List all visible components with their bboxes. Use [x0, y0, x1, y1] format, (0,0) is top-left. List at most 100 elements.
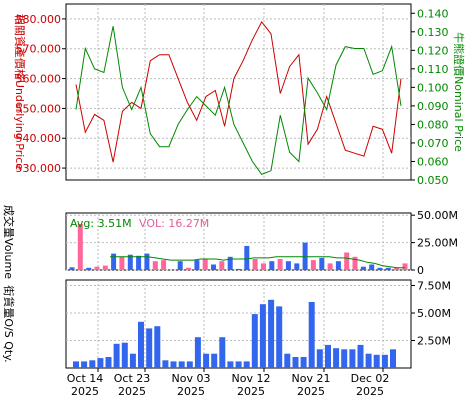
- left-tick-label: 580.000: [16, 13, 62, 26]
- os-qty-bar: [292, 357, 299, 368]
- volume-bar: [261, 263, 266, 270]
- x-tick-label-date: Nov 12: [232, 372, 271, 385]
- left-tick-label: 570.000: [16, 43, 62, 56]
- os-qty-bar: [227, 361, 234, 368]
- os-qty-bar: [268, 299, 275, 368]
- volume-bar: [285, 261, 291, 270]
- volume-bar: [77, 224, 83, 270]
- x-tick-label-year: 2025: [71, 385, 99, 398]
- os-qty-bar: [381, 354, 388, 368]
- price-right-axis-title: 牛熊證價Nominal Price: [452, 32, 466, 152]
- volume-bar: [394, 267, 400, 270]
- right-tick-label: 0.090: [417, 100, 449, 113]
- volume-axis-title: 成交量Volume: [2, 205, 16, 279]
- volume-bar: [327, 263, 333, 270]
- os-qty-bar: [89, 360, 96, 368]
- left-tick-label: 560.000: [16, 73, 62, 86]
- volume-bar: [69, 267, 75, 270]
- os-qty-bar: [97, 358, 104, 368]
- volume-bar: [102, 265, 108, 270]
- os-qty-bar: [349, 349, 356, 368]
- os-qty-bar: [325, 344, 331, 368]
- volume-bar: [111, 253, 117, 270]
- volume-bar: [152, 261, 158, 270]
- nominal-price-line: [75, 26, 402, 176]
- os-qty-bar: [284, 353, 291, 368]
- x-tick-label-date: Nov 21: [292, 372, 331, 385]
- volume-bar: [136, 255, 142, 271]
- x-tick-label-year: 2025: [297, 385, 325, 398]
- volume-bar: [344, 252, 350, 270]
- price-grid: [66, 4, 411, 180]
- volume-bar: [294, 263, 300, 270]
- os-qty-bar: [138, 321, 144, 368]
- volume-bar: [94, 266, 100, 270]
- volume-avg-line: [110, 256, 405, 269]
- volume-bar: [236, 268, 241, 270]
- os-qty-bar: [154, 326, 161, 368]
- right-tick-label: 0.060: [417, 155, 449, 168]
- right-tick-label: 0.100: [417, 81, 449, 94]
- left-tick-label: 540.000: [16, 132, 62, 145]
- volume-ticks: 0 25.00M 50.00M: [411, 209, 458, 277]
- right-tick-label: 0.050: [417, 174, 449, 187]
- os-qty-bar: [333, 348, 340, 368]
- os-qty-bar: [235, 361, 242, 368]
- left-tick-label: 530.000: [16, 162, 62, 175]
- volume-bar: [369, 264, 375, 270]
- volume-bar: [86, 267, 92, 270]
- underlying-price-line: [75, 20, 402, 163]
- volume-bar: [319, 257, 325, 270]
- volume-bar: [211, 264, 216, 270]
- os-qty-bar: [243, 361, 250, 368]
- x-tick-label-year: 2025: [177, 385, 205, 398]
- os-qty-bar: [300, 357, 307, 368]
- volume-tick-label: 50.00M: [417, 209, 458, 222]
- x-tick-label-date: Nov 03: [172, 372, 211, 385]
- right-tick-label: 0.120: [417, 44, 449, 57]
- os-qty-bar: [73, 361, 79, 368]
- avg-label: Avg: 3.51M: [70, 217, 132, 230]
- os-qty-ticks: 2.50M 5.00M 7.50M: [411, 280, 451, 348]
- os-qty-bar: [81, 361, 88, 368]
- os-qty-bar: [316, 349, 323, 368]
- os-qty-bar: [259, 304, 266, 368]
- os-qty-bar: [194, 337, 201, 368]
- os-qty-bar: [211, 353, 218, 368]
- x-tick-label-date: Oct 23: [114, 372, 151, 385]
- price-right-ticks: 0.050 0.060 0.070 0.080 0.090 0.100 0.110 0.120…: [411, 7, 449, 187]
- price-panel: 530.000 540.000 550.000 560.000 570.000 580.0…: [16, 3, 449, 187]
- os-qty-bar: [162, 360, 169, 368]
- volume-bar: [360, 266, 366, 270]
- x-tick-label-year: 2025: [356, 385, 384, 398]
- right-tick-label: 0.070: [417, 137, 449, 150]
- os-qty-bar: [390, 349, 396, 368]
- volume-bar: [202, 259, 208, 270]
- right-tick-label: 0.140: [417, 7, 449, 20]
- price-series: [75, 20, 402, 176]
- os-tick-label: 5.00M: [417, 307, 451, 320]
- volume-bar: [269, 261, 275, 270]
- left-tick-label: 550.000: [16, 102, 62, 115]
- os-qty-bar: [129, 353, 136, 368]
- volume-panel: 0 25.00M 50.00M Avg: 3.51M VOL: 16.27M: [65, 209, 458, 277]
- os-qty-bar: [251, 314, 258, 368]
- volume-bar: [186, 267, 191, 270]
- x-tick-label-date: Oct 14: [67, 372, 104, 385]
- volume-bar: [227, 256, 233, 270]
- os-qty-bar: [341, 349, 348, 368]
- x-tick-label-year: 2025: [118, 385, 146, 398]
- os-qty-axis-title: 街貨量O/S Qty.: [2, 285, 16, 362]
- os-qty-bar: [308, 302, 315, 368]
- vol-label: VOL: 16.27M: [139, 217, 209, 230]
- volume-bar: [402, 263, 408, 270]
- volume-bar: [244, 245, 250, 270]
- price-left-axis-title: 相關資產價格Underlying Price: [13, 14, 27, 170]
- volume-bar: [352, 256, 358, 270]
- volume-tick-label: 25.00M: [417, 237, 458, 250]
- x-tick-label-date: Dec 02: [351, 372, 390, 385]
- os-tick-label: 2.50M: [417, 335, 451, 348]
- os-qty-bar: [113, 343, 120, 368]
